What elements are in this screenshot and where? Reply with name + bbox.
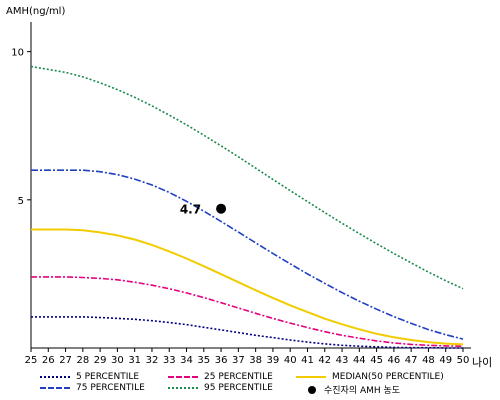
- x-tick-label: 40: [284, 355, 297, 366]
- marker-value-label: 4.7: [180, 203, 201, 217]
- x-tick-label: 41: [301, 355, 314, 366]
- x-tick-label: 31: [128, 355, 141, 366]
- series-line-2: [31, 228, 464, 346]
- series-line-1: [31, 276, 464, 347]
- x-tick-label: 34: [180, 355, 193, 366]
- x-tick-label: 49: [439, 355, 452, 366]
- x-tick-label: 42: [318, 355, 331, 366]
- x-tick-label: 48: [422, 355, 435, 366]
- x-tick-label: 43: [336, 355, 349, 366]
- x-tick-label: 46: [388, 355, 401, 366]
- x-tick-label: 27: [59, 355, 72, 366]
- x-tick-label: 38: [249, 355, 262, 366]
- x-tick-label: 32: [146, 355, 159, 366]
- x-tick-label: 45: [370, 355, 383, 366]
- x-axis-label: 나이: [472, 356, 492, 369]
- series-line-0: [31, 316, 463, 349]
- y-axis-label: AMH(ng/ml): [6, 6, 65, 17]
- x-tick-label: 28: [76, 355, 89, 366]
- x-tick-label: 39: [267, 355, 280, 366]
- x-tick-label: 44: [353, 355, 366, 366]
- x-tick-label: 25: [25, 355, 38, 366]
- plot-area: 4.7: [30, 65, 464, 349]
- marker-point: [216, 203, 227, 214]
- x-tick-label: 35: [197, 355, 210, 366]
- y-tick-label: 5: [18, 196, 24, 207]
- x-tick-label: 36: [215, 355, 228, 366]
- series-line-3: [31, 169, 464, 340]
- x-tick-label: 30: [111, 355, 124, 366]
- x-tick-label: 47: [405, 355, 418, 366]
- y-tick-label: 10: [11, 48, 24, 59]
- x-tick-label: 33: [163, 355, 176, 366]
- x-tick-label: 29: [94, 355, 107, 366]
- x-tick-label: 37: [232, 355, 245, 366]
- series-line-4: [30, 65, 464, 290]
- x-tick-label: 26: [42, 355, 55, 366]
- axes: 5 10 25 26 27 28 29 30 31 32 33 34 35 36 37 38 39 40 41 42 4…: [11, 22, 471, 366]
- x-tick-label: 50: [457, 355, 470, 366]
